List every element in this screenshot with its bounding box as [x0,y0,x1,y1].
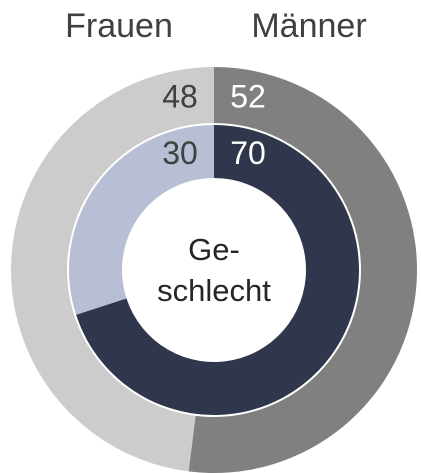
donut-segment [76,125,359,415]
category-label: Männer [251,7,366,45]
value-label: 30 [162,135,198,171]
value-label: 52 [230,78,266,114]
donut-segment [10,67,215,472]
donut-segment [188,67,417,473]
donut-segment [68,125,214,315]
center-label: schlecht [157,273,271,308]
value-label: 70 [230,135,266,171]
center-label: Ge- [188,232,240,267]
category-label: Frauen [65,7,173,45]
value-label: 48 [162,78,198,114]
